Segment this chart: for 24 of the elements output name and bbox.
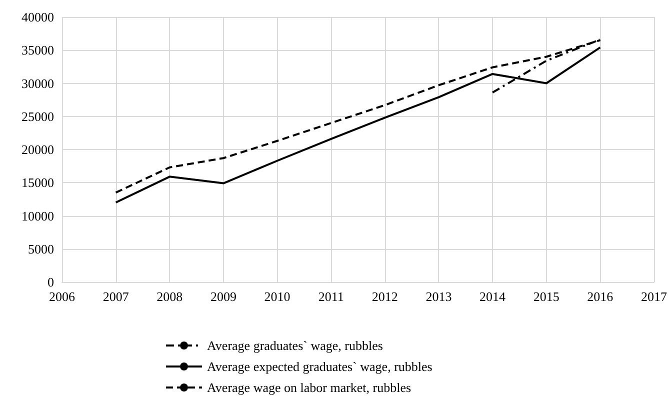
x-tick-label: 2008 [156, 289, 183, 304]
x-tick-label: 2015 [533, 289, 560, 304]
x-tick-label: 2017 [641, 289, 668, 304]
legend-label: Average graduates` wage, rubbles [207, 338, 383, 353]
y-tick-label: 15000 [22, 175, 54, 190]
y-tick-label: 20000 [22, 142, 54, 157]
legend-label: Average expected graduates` wage, rubbles [207, 359, 432, 374]
x-tick-label: 2011 [318, 289, 344, 304]
x-tick-label: 2009 [210, 289, 236, 304]
y-tick-label: 0 [48, 274, 54, 290]
legend-label: Average wage on labor market, rubbles [207, 380, 412, 395]
x-tick-label: 2010 [264, 289, 290, 304]
x-tick-label: 2007 [102, 289, 130, 304]
x-tick-label: 2013 [426, 289, 452, 304]
x-tick-label: 2016 [587, 289, 614, 304]
y-tick-label: 10000 [22, 208, 54, 224]
y-tick-label: 25000 [22, 108, 54, 124]
x-tick-label: 2012 [372, 289, 398, 304]
y-tick-label: 40000 [22, 10, 54, 24]
y-tick-label: 35000 [22, 42, 54, 58]
x-tick-label: 2006 [49, 289, 76, 304]
y-tick-label: 30000 [22, 76, 54, 91]
y-tick-label: 5000 [28, 241, 54, 256]
x-tick-label: 2014 [480, 289, 506, 304]
